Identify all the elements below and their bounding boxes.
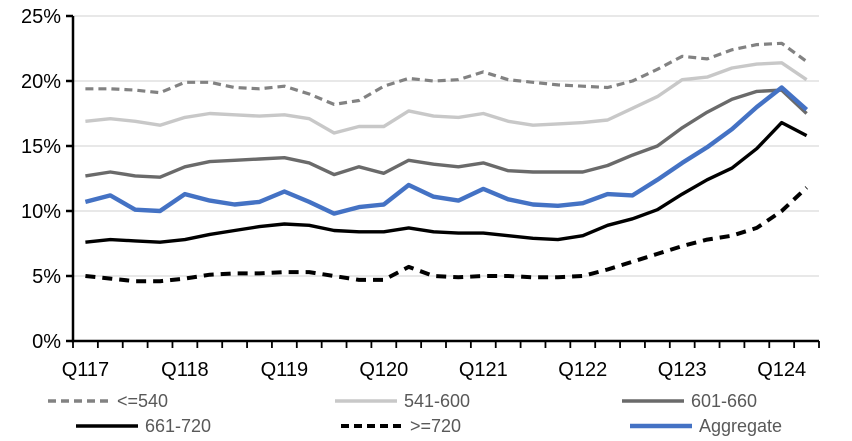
legend-item-661-720: 661-720	[76, 415, 211, 437]
legend-line-sample	[341, 424, 403, 428]
x-tick-label: Q124	[757, 359, 806, 381]
y-tick-label: 20%	[21, 71, 61, 93]
legend-line-sample	[48, 399, 110, 403]
x-tick-label: Q120	[359, 359, 408, 381]
y-tick-label: 0%	[32, 331, 61, 353]
legend-label: 601-660	[691, 391, 758, 411]
legend-label: 541-600	[404, 391, 471, 411]
y-tick-label: 25%	[21, 6, 61, 28]
legend-label: <=540	[117, 391, 169, 411]
x-tick-label: Q121	[459, 359, 508, 381]
legend-item-aggregate: Aggregate	[630, 415, 782, 437]
series-line-661-720	[85, 120, 808, 244]
legend-line-sample	[76, 424, 138, 428]
legend-line-sample	[335, 399, 397, 403]
legend-label: Aggregate	[699, 416, 783, 436]
y-tick-label: 10%	[21, 201, 61, 223]
x-tick-label: Q123	[658, 359, 707, 381]
series-line-aggregate	[84, 85, 809, 216]
legend-item--540: <=540	[48, 390, 168, 412]
x-tick-label: Q117	[62, 359, 109, 381]
y-tick-label: 15%	[21, 136, 61, 158]
series-line-541-600	[85, 61, 808, 135]
series-line--540	[85, 41, 808, 107]
legend-label: >=720	[410, 416, 462, 436]
legend-item-601-660: 601-660	[622, 390, 757, 412]
x-tick-label: Q122	[558, 359, 607, 381]
x-tick-label: Q118	[161, 359, 208, 381]
legend-item--720: >=720	[341, 415, 461, 437]
series-line--720	[85, 186, 808, 284]
legend-label: 661-720	[145, 416, 212, 436]
x-tick-label: Q119	[261, 359, 308, 381]
series-line-601-660	[85, 88, 808, 179]
y-tick-label: 5%	[32, 266, 61, 288]
legend-item-541-600: 541-600	[335, 390, 470, 412]
legend-line-sample	[630, 423, 692, 429]
legend-line-sample	[622, 399, 684, 403]
